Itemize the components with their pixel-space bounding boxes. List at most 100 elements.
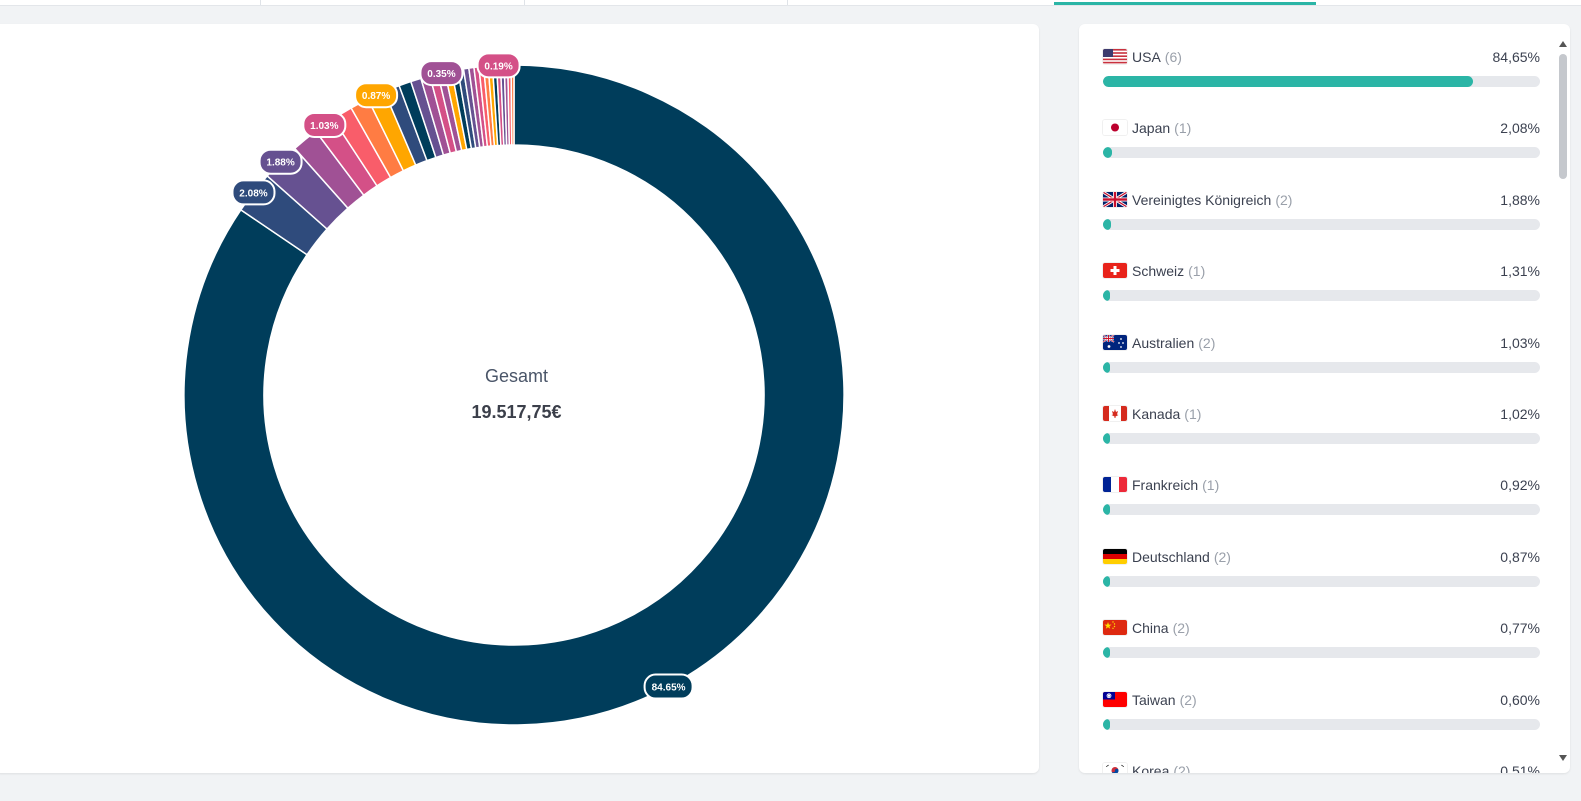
country-row-header: Frankreich (1) 0,92%	[1103, 476, 1540, 496]
slice-label-text: 0.87%	[362, 91, 390, 102]
country-count: (2)	[1198, 334, 1216, 351]
ca-flag-icon	[1103, 406, 1127, 421]
country-percentage: 2,08%	[1500, 120, 1540, 137]
tab-separator	[787, 0, 788, 5]
country-row[interactable]: Frankreich (1) 0,92%	[1103, 468, 1540, 528]
country-count: (2)	[1213, 548, 1231, 565]
scroll-up-arrow-icon[interactable]	[1559, 41, 1567, 47]
chart-center-total: 19.517,75€	[471, 402, 562, 422]
country-row[interactable]: China (2) 0,77%	[1103, 611, 1540, 671]
share-bar-fill	[1103, 504, 1110, 516]
slice-label-pill	[354, 82, 399, 109]
country-list-card: USA (6) 84,65% Japan (1) 2,08% Vereinigtes Kön…	[1079, 24, 1570, 773]
tab-separator	[260, 0, 261, 5]
slice-label: 0.87%	[354, 82, 399, 109]
country-count: (2)	[1173, 763, 1191, 773]
country-row[interactable]: Schweiz (1) 1,31%	[1103, 254, 1540, 314]
country-row[interactable]: Kanada (1) 1,02%	[1103, 397, 1540, 457]
country-row[interactable]: Australien (2) 1,03%	[1103, 326, 1540, 386]
country-percentage: 1,02%	[1500, 406, 1540, 422]
country-count: (2)	[1275, 191, 1293, 208]
slice-label: 0.35%	[419, 60, 464, 87]
top-tab-strip	[0, 0, 1581, 6]
country-row-header: China (2) 0,77%	[1103, 619, 1540, 639]
country-row-header: Schweiz (1) 1,31%	[1103, 262, 1540, 282]
country-name-text: Frankreich	[1132, 477, 1199, 494]
slice-label-pill	[643, 673, 694, 700]
country-name-text: China	[1132, 620, 1169, 637]
chart-center-title: Gesamt	[484, 366, 549, 386]
donut-slice[interactable]	[183, 64, 845, 726]
country-count: (1)	[1174, 120, 1192, 137]
donut-chart: 84.65% 2.08% 1.88% 1.03% 0.87% 0.35% 0.19%	[183, 52, 845, 726]
country-row-header: Deutschland (2) 0,87%	[1103, 548, 1540, 568]
share-bar-fill	[1103, 647, 1110, 659]
country-name: Frankreich (1)	[1132, 477, 1219, 493]
country-name-text: Vereinigtes Königreich	[1132, 191, 1272, 208]
au-flag-icon	[1103, 334, 1127, 350]
country-row-header: Australien (2) 1,03%	[1103, 334, 1540, 354]
kr-flag-icon	[1103, 763, 1127, 773]
country-row-header: Korea (2) 0,51%	[1103, 762, 1540, 773]
share-bar-fill	[1103, 718, 1110, 730]
share-bar-track	[1103, 218, 1540, 230]
country-name: China (2)	[1132, 620, 1190, 636]
slice-label-text: 2.08%	[239, 188, 267, 199]
country-name-text: Schweiz	[1132, 263, 1185, 280]
scroll-down-arrow-icon[interactable]	[1559, 755, 1567, 761]
country-name: Vereinigtes Königreich (2)	[1132, 192, 1292, 208]
country-name-text: Australien	[1132, 334, 1195, 351]
tab-separator	[524, 0, 525, 5]
share-bar-track	[1103, 290, 1540, 302]
tw-flag-icon	[1103, 691, 1127, 707]
cn-flag-icon	[1103, 620, 1127, 636]
share-bar-fill	[1103, 290, 1110, 302]
country-row[interactable]: Taiwan (2) 0,60%	[1103, 683, 1540, 743]
country-count: (1)	[1188, 263, 1206, 280]
country-row[interactable]: Korea (2) 0,51%	[1103, 754, 1540, 773]
active-tab-indicator[interactable]	[1054, 2, 1316, 5]
share-bar-track	[1103, 647, 1540, 659]
scroll-thumb[interactable]	[1559, 54, 1567, 179]
country-name: Korea (2)	[1132, 763, 1190, 773]
country-row[interactable]: Vereinigtes Königreich (2) 1,88%	[1103, 183, 1540, 243]
share-bar-fill	[1103, 575, 1110, 587]
share-bar-fill	[1103, 218, 1112, 230]
slice-label: 84.65%	[643, 673, 694, 700]
country-percentage: 84,65%	[1492, 49, 1540, 65]
us-flag-icon	[1103, 49, 1127, 64]
slice-label: 0.19%	[476, 52, 521, 79]
share-bar-fill	[1103, 433, 1110, 444]
share-bar-track	[1103, 147, 1540, 159]
country-percentage: 0,87%	[1500, 548, 1540, 565]
country-count: (2)	[1172, 620, 1190, 637]
slice-label-text: 0.19%	[484, 61, 512, 72]
country-name-text: Taiwan	[1132, 691, 1176, 708]
country-name-text: Japan	[1132, 120, 1171, 137]
country-name: Kanada (1)	[1132, 406, 1201, 422]
country-count: (6)	[1164, 49, 1182, 65]
share-bar-track	[1103, 361, 1540, 373]
country-name: Schweiz (1)	[1132, 263, 1205, 279]
share-bar-fill	[1103, 147, 1113, 159]
country-percentage: 0,51%	[1500, 763, 1540, 773]
share-bar-track	[1103, 718, 1540, 730]
country-row[interactable]: USA (6) 84,65%	[1103, 40, 1540, 100]
share-bar-fill	[1103, 361, 1110, 373]
list-scrollbar[interactable]	[1556, 24, 1570, 773]
slice-label: 1.88%	[258, 148, 303, 175]
ch-flag-icon	[1103, 263, 1127, 279]
country-name: USA (6)	[1132, 49, 1182, 65]
share-bar-track	[1103, 504, 1540, 516]
country-row[interactable]: Japan (1) 2,08%	[1103, 111, 1540, 171]
country-row-header: Kanada (1) 1,02%	[1103, 405, 1540, 425]
donut-chart-card: 84.65% 2.08% 1.88% 1.03% 0.87% 0.35% 0.19% Ges…	[0, 24, 1039, 773]
country-name: Australien (2)	[1132, 335, 1215, 351]
fr-flag-icon	[1103, 477, 1127, 493]
share-bar-track	[1103, 575, 1540, 587]
share-bar-track	[1103, 433, 1540, 444]
country-percentage: 1,88%	[1500, 191, 1540, 208]
country-row[interactable]: Deutschland (2) 0,87%	[1103, 540, 1540, 600]
country-row-header: Taiwan (2) 0,60%	[1103, 691, 1540, 711]
slice-label-pill	[231, 179, 276, 206]
